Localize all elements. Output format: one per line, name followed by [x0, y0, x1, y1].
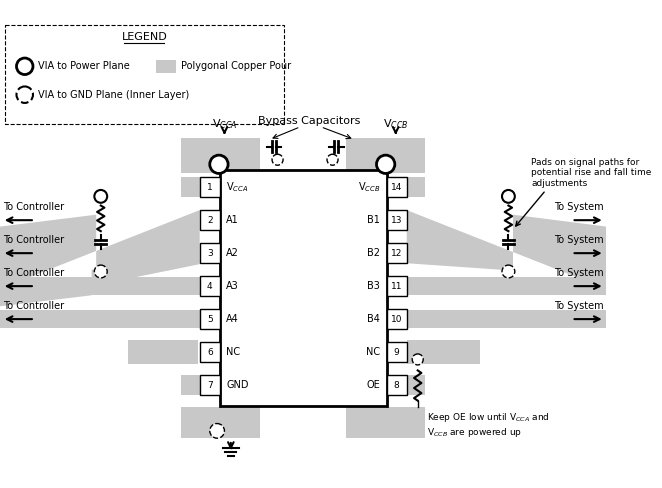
Bar [200, 309, 220, 329]
Text: 1: 1 [207, 183, 213, 192]
Text: To Controller: To Controller [3, 202, 64, 212]
Bar [181, 407, 260, 438]
Bar [200, 375, 220, 395]
Text: 12: 12 [391, 249, 402, 258]
Text: Polygonal Copper Pour: Polygonal Copper Pour [181, 61, 291, 71]
Circle shape [327, 154, 338, 165]
Circle shape [17, 58, 33, 75]
Bar [406, 375, 425, 395]
Bar [387, 309, 406, 329]
Text: 11: 11 [391, 282, 402, 291]
Bar [200, 342, 220, 362]
Text: 10: 10 [391, 315, 402, 324]
Text: A3: A3 [226, 281, 239, 291]
Bar [346, 407, 425, 438]
Polygon shape [406, 210, 606, 289]
Bar [387, 177, 406, 197]
Bar [387, 276, 406, 296]
Text: V$_{CCA}$: V$_{CCA}$ [212, 117, 237, 131]
Text: V$_{CCA}$: V$_{CCA}$ [226, 180, 249, 194]
Circle shape [412, 354, 423, 365]
Text: B1: B1 [367, 215, 380, 225]
Polygon shape [0, 310, 200, 328]
Bar [128, 340, 198, 364]
Text: NC: NC [366, 347, 380, 357]
Text: A2: A2 [226, 248, 239, 258]
Bar [387, 375, 406, 395]
Text: A4: A4 [226, 314, 239, 324]
Text: V$_{CCB}$: V$_{CCB}$ [383, 117, 408, 131]
Circle shape [17, 86, 33, 103]
Text: Keep OE low until V$_{CCA}$ and
V$_{CCB}$ are powered up: Keep OE low until V$_{CCA}$ and V$_{CCB}… [427, 411, 549, 439]
Bar [406, 340, 480, 364]
Text: To Controller: To Controller [3, 235, 64, 245]
Circle shape [95, 190, 107, 203]
Text: 7: 7 [207, 381, 213, 389]
Bar [200, 243, 220, 263]
Bar [406, 177, 425, 197]
Text: LEGEND: LEGEND [121, 32, 167, 42]
Circle shape [502, 265, 515, 278]
Circle shape [502, 190, 515, 203]
Text: Pads on signal paths for
potential rise and fall time
adjustments: Pads on signal paths for potential rise … [532, 158, 651, 188]
Text: 8: 8 [394, 381, 400, 389]
Circle shape [95, 265, 107, 278]
Polygon shape [406, 310, 606, 328]
Bar [156, 60, 176, 73]
Bar [5, 25, 284, 124]
Text: VIA to GND Plane (Inner Layer): VIA to GND Plane (Inner Layer) [38, 90, 190, 100]
Text: 9: 9 [394, 347, 400, 357]
Text: To Controller: To Controller [3, 301, 64, 311]
Polygon shape [0, 210, 200, 289]
Text: 13: 13 [391, 216, 402, 224]
Text: To System: To System [554, 301, 604, 311]
Text: 3: 3 [207, 249, 213, 258]
Text: B3: B3 [367, 281, 380, 291]
Text: To Controller: To Controller [3, 268, 64, 278]
Text: 5: 5 [207, 315, 213, 324]
Polygon shape [0, 211, 200, 306]
Text: To System: To System [554, 268, 604, 278]
Bar [387, 210, 406, 230]
Bar [346, 138, 425, 173]
Text: B4: B4 [367, 314, 380, 324]
Text: NC: NC [226, 347, 240, 357]
Text: B2: B2 [367, 248, 380, 258]
Text: To System: To System [554, 235, 604, 245]
Text: Bypass Capacitors: Bypass Capacitors [258, 116, 361, 126]
Polygon shape [406, 277, 606, 295]
Text: 14: 14 [391, 183, 402, 192]
Polygon shape [0, 277, 200, 295]
Bar [200, 210, 220, 230]
Bar [200, 177, 220, 197]
Bar [387, 243, 406, 263]
Bar [181, 375, 200, 395]
Bar [220, 170, 387, 406]
Bar [387, 342, 406, 362]
Text: 6: 6 [207, 347, 213, 357]
Circle shape [377, 155, 395, 173]
Bar [200, 276, 220, 296]
Text: To System: To System [554, 202, 604, 212]
Text: 2: 2 [207, 216, 213, 224]
Text: OE: OE [366, 380, 380, 390]
Circle shape [210, 424, 224, 438]
Text: V$_{CCB}$: V$_{CCB}$ [357, 180, 380, 194]
Circle shape [272, 154, 283, 165]
Text: GND: GND [226, 380, 249, 390]
Text: VIA to Power Plane: VIA to Power Plane [38, 61, 130, 71]
Circle shape [210, 155, 228, 173]
Bar [181, 177, 200, 197]
Text: A1: A1 [226, 215, 239, 225]
Text: 4: 4 [207, 282, 213, 291]
Bar [181, 138, 260, 173]
